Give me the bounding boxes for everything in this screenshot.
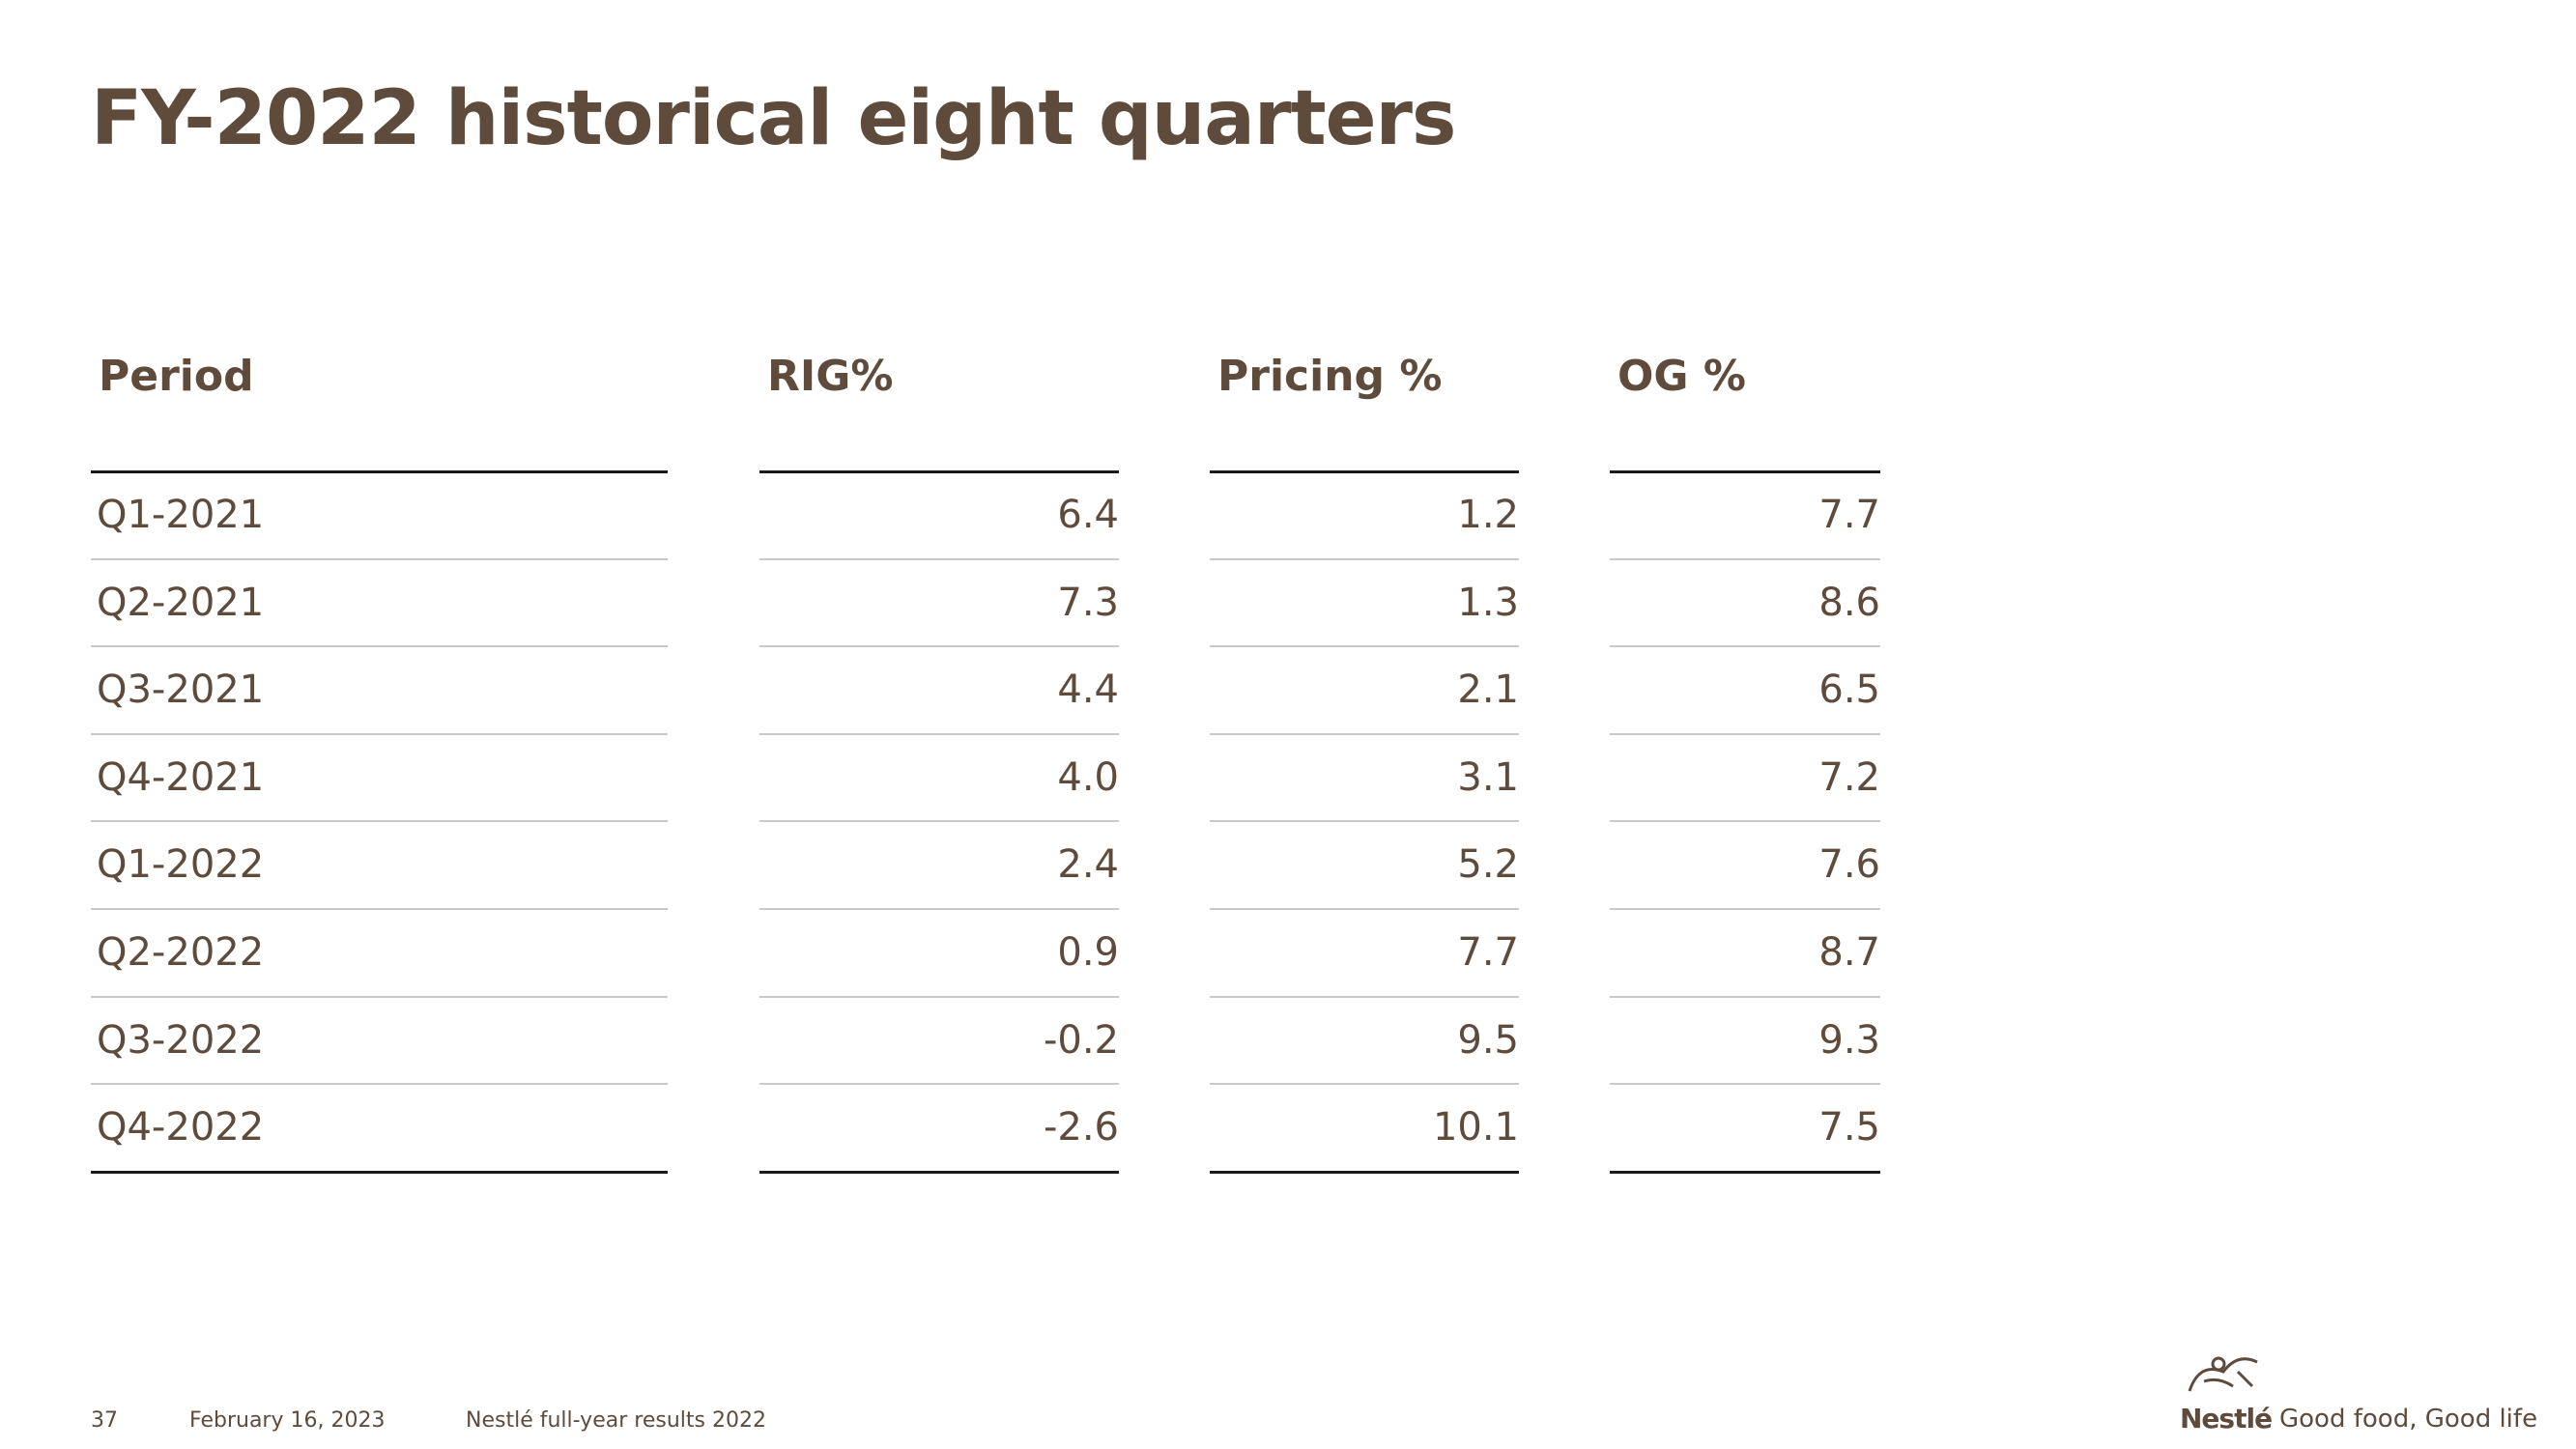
brand-tagline: Good food, Good life bbox=[2279, 1405, 2538, 1434]
row-rule bbox=[91, 908, 668, 910]
value-cell: 5.2 bbox=[1457, 842, 1519, 888]
row-rule bbox=[1610, 996, 1880, 998]
column-header: Pricing % bbox=[1217, 352, 1443, 401]
row-rule bbox=[91, 558, 668, 560]
value-cell: -2.6 bbox=[1043, 1105, 1119, 1151]
value-cell: 4.4 bbox=[1057, 668, 1119, 713]
row-rule bbox=[1210, 908, 1519, 910]
row-rule bbox=[1610, 820, 1880, 822]
footer-document: Nestlé full-year results 2022 bbox=[466, 1408, 766, 1433]
value-cell: 7.3 bbox=[1057, 580, 1119, 625]
period-cell: Q4-2021 bbox=[97, 754, 265, 800]
value-cell: 6.5 bbox=[1818, 668, 1880, 713]
bottom-rule bbox=[91, 1171, 668, 1174]
period-cell: Q3-2022 bbox=[97, 1017, 265, 1063]
value-cell: 3.1 bbox=[1457, 754, 1519, 800]
row-rule bbox=[1610, 908, 1880, 910]
value-cell: 0.9 bbox=[1057, 930, 1119, 975]
value-cell: 9.3 bbox=[1818, 1017, 1880, 1063]
column-header: OG % bbox=[1617, 352, 1746, 401]
value-cell: 8.7 bbox=[1818, 930, 1880, 975]
value-cell: 7.2 bbox=[1818, 754, 1880, 800]
value-cell: 2.4 bbox=[1057, 842, 1119, 888]
row-rule bbox=[1610, 733, 1880, 735]
footer-date: February 16, 2023 bbox=[189, 1408, 386, 1433]
value-cell: -0.2 bbox=[1043, 1017, 1119, 1063]
value-cell: 2.1 bbox=[1457, 668, 1519, 713]
value-cell: 7.7 bbox=[1818, 493, 1880, 537]
row-rule bbox=[1610, 645, 1880, 647]
row-rule bbox=[759, 1083, 1119, 1085]
header-rule bbox=[759, 470, 1119, 473]
period-cell: Q1-2021 bbox=[97, 493, 265, 537]
row-rule bbox=[91, 645, 668, 647]
period-cell: Q3-2021 bbox=[97, 668, 265, 713]
row-rule bbox=[1210, 996, 1519, 998]
row-rule bbox=[1610, 1083, 1880, 1085]
value-cell: 6.4 bbox=[1057, 493, 1119, 537]
row-rule bbox=[1210, 1083, 1519, 1085]
value-cell: 4.0 bbox=[1057, 754, 1119, 800]
header-rule bbox=[1610, 470, 1880, 473]
bottom-rule bbox=[1210, 1171, 1519, 1174]
row-rule bbox=[91, 733, 668, 735]
value-cell: 9.5 bbox=[1457, 1017, 1519, 1063]
column-header: RIG% bbox=[767, 352, 894, 401]
row-rule bbox=[759, 820, 1119, 822]
header-rule bbox=[1210, 470, 1519, 473]
value-cell: 7.5 bbox=[1818, 1105, 1880, 1151]
row-rule bbox=[1610, 558, 1880, 560]
row-rule bbox=[91, 1083, 668, 1085]
value-cell: 7.6 bbox=[1818, 842, 1880, 888]
row-rule bbox=[1210, 558, 1519, 560]
row-rule bbox=[759, 558, 1119, 560]
period-cell: Q2-2022 bbox=[97, 930, 265, 975]
brand-logo bbox=[2188, 1356, 2258, 1392]
row-rule bbox=[1210, 820, 1519, 822]
period-cell: Q1-2022 bbox=[97, 842, 265, 888]
slide-title: FY-2022 historical eight quarters bbox=[91, 75, 1456, 162]
value-cell: 8.6 bbox=[1818, 580, 1880, 625]
brand-name: Nestlé bbox=[2180, 1403, 2273, 1435]
row-rule bbox=[759, 733, 1119, 735]
row-rule bbox=[759, 908, 1119, 910]
row-rule bbox=[759, 645, 1119, 647]
row-rule bbox=[1210, 645, 1519, 647]
bottom-rule bbox=[1610, 1171, 1880, 1174]
period-cell: Q4-2022 bbox=[97, 1105, 265, 1151]
row-rule bbox=[91, 820, 668, 822]
page-number: 37 bbox=[91, 1408, 118, 1433]
value-cell: 1.2 bbox=[1457, 493, 1519, 537]
row-rule bbox=[759, 996, 1119, 998]
bottom-rule bbox=[759, 1171, 1119, 1174]
header-rule bbox=[91, 470, 668, 473]
value-cell: 1.3 bbox=[1457, 580, 1519, 625]
column-header: Period bbox=[99, 352, 254, 401]
row-rule bbox=[1210, 733, 1519, 735]
value-cell: 10.1 bbox=[1432, 1105, 1519, 1151]
row-rule bbox=[91, 996, 668, 998]
value-cell: 7.7 bbox=[1457, 930, 1519, 975]
period-cell: Q2-2021 bbox=[97, 580, 265, 625]
